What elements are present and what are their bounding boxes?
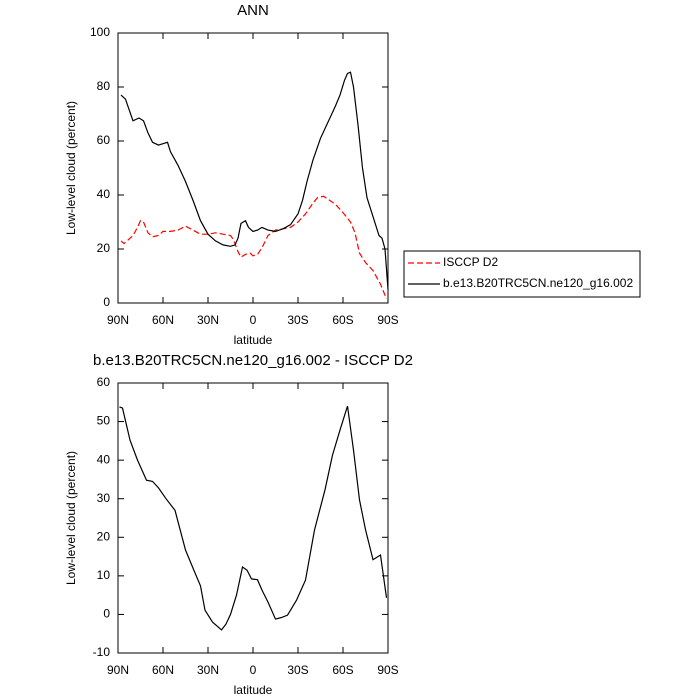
x-tick-label: 60N <box>152 313 174 327</box>
x-tick-label: 90S <box>377 663 398 677</box>
y-tick-label: 80 <box>97 79 111 93</box>
x-tick-label: 90S <box>377 313 398 327</box>
legend-label: b.e13.B20TRC5CN.ne120_g16.002 <box>443 276 633 290</box>
chart-title: ANN <box>237 2 269 19</box>
y-tick-label: -10 <box>93 645 111 659</box>
x-tick-label: 0 <box>250 663 257 677</box>
y-tick-label: 100 <box>90 25 110 39</box>
data-line <box>119 405 388 631</box>
x-tick-label: 60S <box>332 663 353 677</box>
y-tick-label: 30 <box>97 491 111 505</box>
y-tick-label: 60 <box>97 375 111 389</box>
y-tick-label: 10 <box>97 568 111 582</box>
y-tick-label: 0 <box>103 295 110 309</box>
x-tick-label: 60N <box>152 663 174 677</box>
y-tick-label: 0 <box>103 607 110 621</box>
x-axis-label: latitude <box>234 683 273 697</box>
x-tick-label: 30N <box>197 663 219 677</box>
plot-frame <box>117 382 389 654</box>
legend-label: ISCCP D2 <box>443 255 498 269</box>
x-axis-label: latitude <box>234 333 273 347</box>
x-tick-label: 60S <box>332 313 353 327</box>
x-tick-label: 30N <box>197 313 219 327</box>
legend-box <box>403 250 641 298</box>
x-tick-label: 90N <box>107 313 129 327</box>
y-axis-label: Low-level cloud (percent) <box>64 101 78 235</box>
y-tick-label: 40 <box>97 187 111 201</box>
y-tick-label: 20 <box>97 241 111 255</box>
x-tick-label: 30S <box>287 663 308 677</box>
data-line <box>120 195 388 300</box>
data-line <box>120 71 389 290</box>
y-axis-label: Low-level cloud (percent) <box>64 451 78 585</box>
x-tick-label: 30S <box>287 313 308 327</box>
y-tick-label: 60 <box>97 133 111 147</box>
chart-title: b.e13.B20TRC5CN.ne120_g16.002 - ISCCP D2 <box>93 352 413 369</box>
y-tick-label: 40 <box>97 452 111 466</box>
y-tick-label: 20 <box>97 529 111 543</box>
y-tick-label: 50 <box>97 414 111 428</box>
x-tick-label: 0 <box>250 313 257 327</box>
x-tick-label: 90N <box>107 663 129 677</box>
